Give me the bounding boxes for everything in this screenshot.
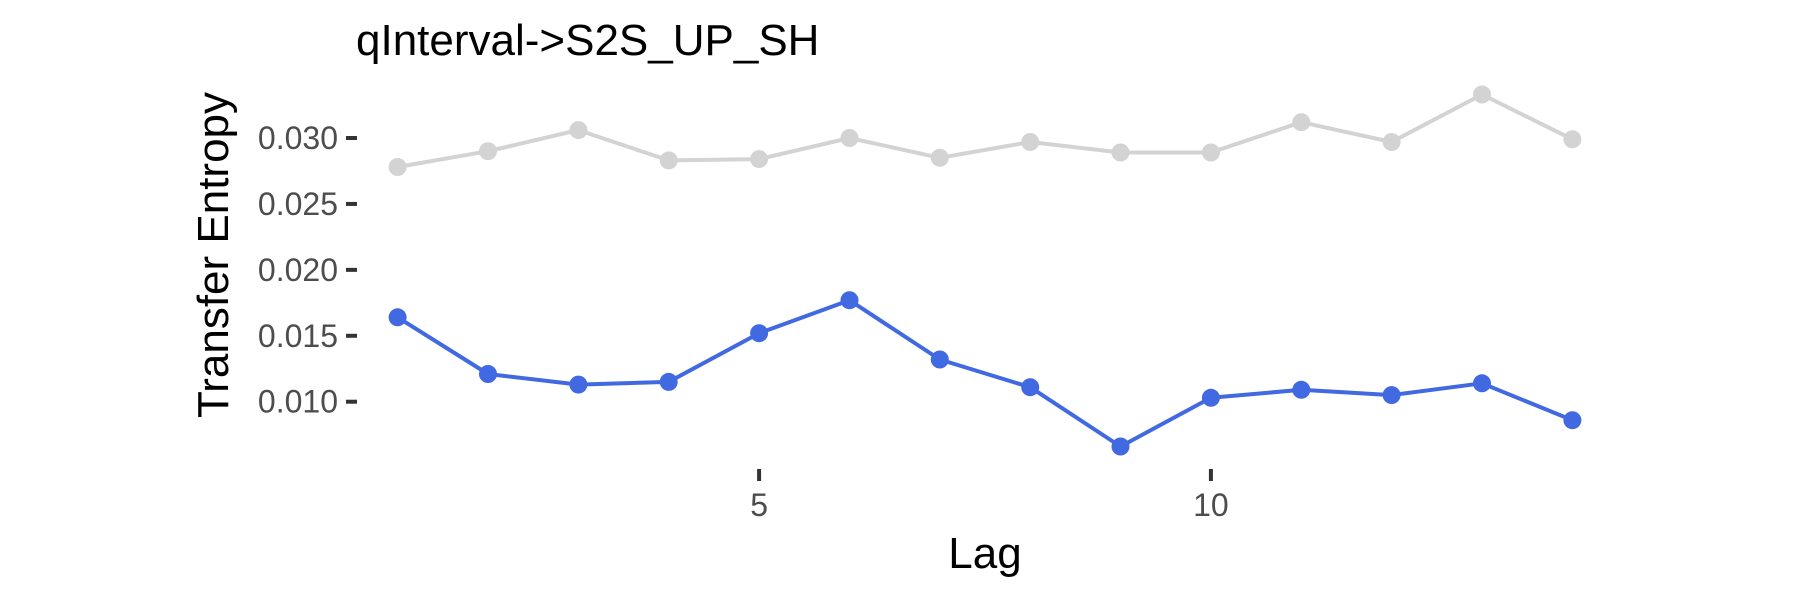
y-tick-label: 0.020 <box>258 252 338 288</box>
data-point <box>750 324 768 342</box>
y-tick-label: 0.030 <box>258 120 338 156</box>
series-2 <box>389 291 1582 455</box>
y-axis: 0.010 0.015 0.020 0.025 0.030 <box>258 120 357 420</box>
data-point <box>1112 144 1130 162</box>
data-point <box>389 308 407 326</box>
data-point <box>841 129 859 147</box>
x-axis: 5 10 <box>750 469 1229 523</box>
y-tick-label: 0.025 <box>258 186 338 222</box>
data-point <box>1563 130 1581 148</box>
data-point <box>1292 113 1310 131</box>
data-point <box>1473 86 1491 104</box>
data-point <box>1021 133 1039 151</box>
data-point <box>660 373 678 391</box>
x-tick-label: 10 <box>1193 487 1229 523</box>
data-point <box>1202 144 1220 162</box>
data-point <box>931 351 949 369</box>
data-point <box>1112 438 1130 456</box>
data-point <box>1563 411 1581 429</box>
data-point <box>931 149 949 167</box>
y-tick-label: 0.015 <box>258 318 338 354</box>
y-tick-label: 0.010 <box>258 384 338 420</box>
data-point <box>1021 378 1039 396</box>
data-point <box>389 158 407 176</box>
data-point <box>479 142 497 160</box>
data-point <box>1292 381 1310 399</box>
data-point <box>1473 374 1491 392</box>
data-point <box>569 376 587 394</box>
series-layer <box>389 86 1582 456</box>
y-axis-title: Transfer Entropy <box>189 92 238 418</box>
series-1 <box>389 86 1582 177</box>
x-axis-title: Lag <box>948 529 1021 578</box>
data-point <box>750 150 768 168</box>
chart-title: qInterval->S2S_UP_SH <box>356 16 819 65</box>
series-line <box>398 300 1573 446</box>
x-tick-label: 5 <box>750 487 768 523</box>
data-point <box>1383 386 1401 404</box>
data-point <box>1202 389 1220 407</box>
data-point <box>1383 133 1401 151</box>
data-point <box>841 291 859 309</box>
data-point <box>479 365 497 383</box>
data-point <box>569 121 587 139</box>
data-point <box>660 151 678 169</box>
